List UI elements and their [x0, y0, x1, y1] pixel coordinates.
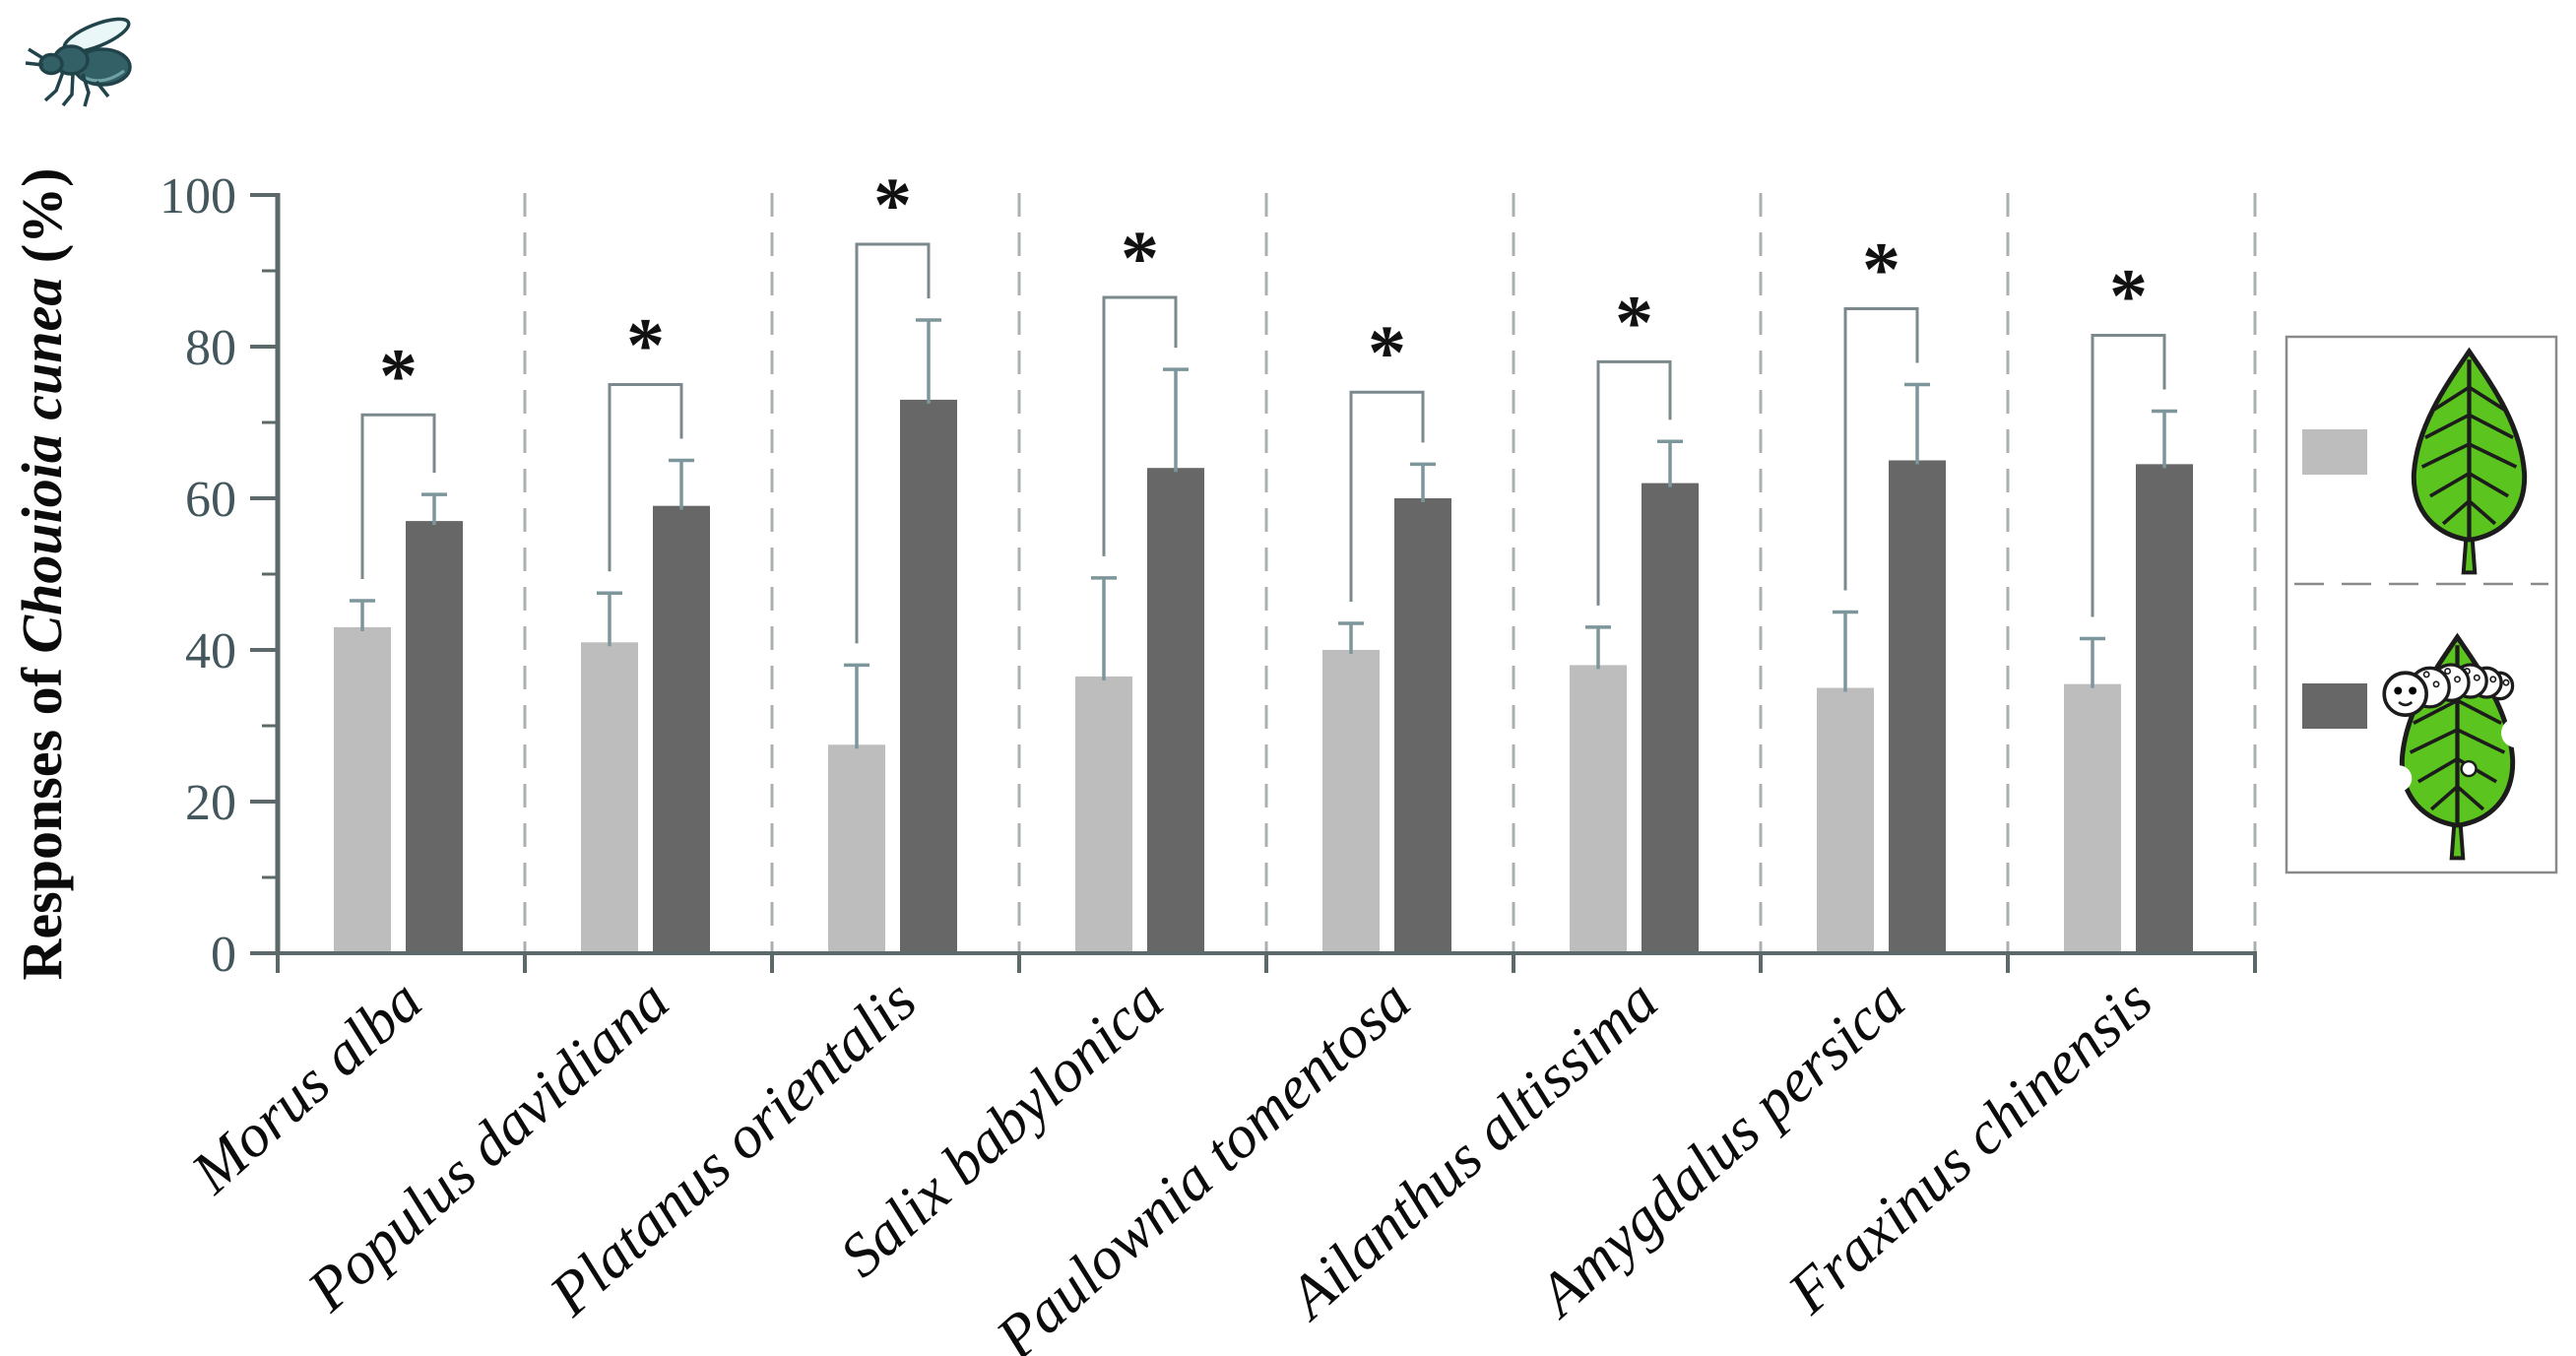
caterpillar-on-leaf-icon	[2382, 632, 2531, 861]
leaf-vein	[2456, 728, 2506, 754]
bar-healthy-leaf	[1322, 650, 1380, 951]
leaf-vein	[2424, 413, 2471, 440]
caterpillar-eye	[2394, 686, 2403, 695]
caterpillar-spot	[2473, 674, 2480, 681]
wasp-leg	[81, 73, 91, 107]
significance-asterisk: *	[626, 302, 665, 388]
legend-box	[2285, 335, 2558, 874]
legend-swatch-infested	[2302, 683, 2367, 729]
leaf-bite-notch	[2501, 718, 2531, 748]
significance-asterisk: *	[1121, 215, 1159, 300]
significance-bracket	[855, 242, 931, 644]
wasp-antenna	[25, 61, 44, 67]
bar-infested-leaf	[1394, 498, 1451, 951]
bar-healthy-leaf	[1570, 665, 1627, 951]
significance-bracket	[1102, 295, 1178, 556]
leaf-vein	[2456, 785, 2485, 811]
species-group: * Morus alba	[178, 332, 463, 1207]
leaf-hole	[2460, 759, 2478, 778]
caterpillar-spot	[2502, 678, 2510, 686]
y-axis-tick-label: 80	[185, 320, 236, 376]
bar-healthy-leaf	[2064, 683, 2121, 951]
parasitoid-wasp-icon	[25, 17, 132, 107]
leaf-vein	[2413, 698, 2459, 726]
y-axis-tick-label: 0	[211, 927, 236, 983]
bar-infested-leaf	[2136, 464, 2193, 951]
leaf-vein	[2432, 385, 2471, 412]
leaf-vein	[2468, 413, 2514, 440]
leaf-vein	[2468, 499, 2497, 526]
significance-asterisk: *	[1368, 309, 1406, 395]
bar-healthy-leaf	[1075, 676, 1132, 951]
significance-asterisk: *	[2109, 252, 2148, 338]
caterpillar-spot	[2454, 676, 2461, 683]
significance-bracket	[2091, 333, 2166, 617]
significance-bracket	[360, 413, 436, 579]
leaf-vein	[2456, 698, 2502, 726]
leaf-vein	[2441, 499, 2471, 526]
y-axis-title: Responses of Chouioia cunea (%)	[10, 168, 74, 981]
bar-infested-leaf	[1889, 460, 1946, 951]
wasp-leg	[43, 71, 65, 102]
significance-bracket	[1349, 390, 1425, 603]
significance-bracket	[608, 383, 683, 572]
leaf-bite-notch	[2385, 765, 2413, 792]
significance-asterisk: *	[379, 332, 418, 418]
leaf-vein	[2429, 785, 2459, 811]
bar-healthy-leaf	[828, 744, 885, 951]
bar-healthy-leaf	[581, 642, 638, 951]
leaf-vein	[2416, 757, 2459, 784]
y-axis-tick-label: 100	[160, 168, 236, 225]
wasp-leg	[95, 80, 110, 98]
caterpillar-icon	[2382, 663, 2515, 717]
leaf-vein	[2428, 472, 2471, 498]
leaf-vein	[2468, 442, 2518, 469]
y-axis-tick-label: 60	[185, 472, 236, 528]
caterpillar-spot	[2422, 671, 2430, 678]
bar-healthy-leaf	[334, 626, 391, 951]
y-axis-tick-label: 40	[185, 623, 236, 679]
leaf-stem	[2461, 538, 2478, 575]
significance-bracket	[1596, 359, 1672, 606]
y-axis-tick-label: 20	[185, 775, 236, 831]
leaf-vein	[2468, 472, 2510, 498]
bar-healthy-leaf	[1817, 687, 1874, 951]
x-axis-species-label: Morus alba	[178, 967, 434, 1207]
wasp-abdomen-sheen	[82, 69, 125, 83]
wasp-antenna	[28, 47, 45, 61]
bar-infested-leaf	[653, 505, 710, 951]
legend-swatch-healthy	[2302, 429, 2367, 475]
significance-asterisk: *	[873, 161, 912, 247]
healthy-leaf-icon	[2411, 347, 2528, 575]
wasp-leg	[61, 73, 75, 107]
leaf-vein	[2420, 442, 2471, 469]
caterpillar-spot	[2444, 668, 2452, 676]
caterpillar-smile	[2398, 700, 2414, 707]
leaf-vein	[2468, 385, 2506, 412]
caterpillar-spot	[2489, 676, 2497, 683]
caterpillar-head	[2382, 671, 2428, 717]
bar-infested-leaf	[406, 521, 463, 951]
significance-bracket	[1843, 307, 1919, 591]
caterpillar-spot	[2432, 680, 2440, 688]
leaf-vein	[2409, 728, 2459, 754]
bar-infested-leaf	[1642, 483, 1699, 951]
bar-infested-leaf	[1147, 468, 1204, 951]
significance-asterisk: *	[1862, 226, 1900, 312]
leaf-stem	[2449, 823, 2466, 861]
significance-asterisk: *	[1615, 279, 1653, 364]
bar-infested-leaf	[900, 399, 957, 951]
caterpillar-eye	[2409, 686, 2417, 695]
